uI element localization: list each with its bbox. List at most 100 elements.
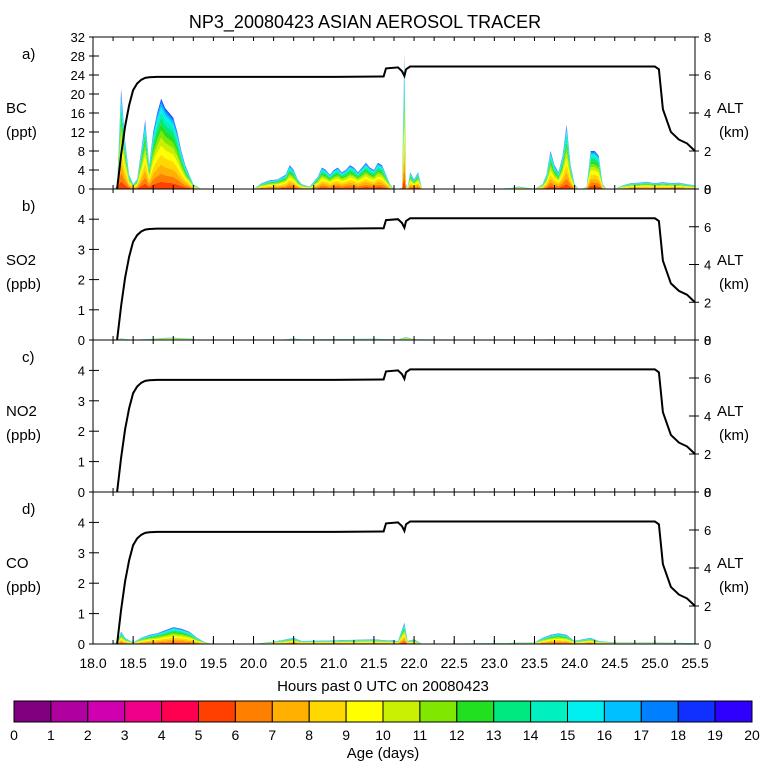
x-tick-label: 18.5 bbox=[120, 655, 147, 671]
colorbar-tick-label: 11 bbox=[413, 727, 428, 743]
y-tick-label: 32 bbox=[71, 30, 85, 45]
x-tick-label: 23.5 bbox=[521, 655, 548, 671]
alt-tick-label: 4 bbox=[704, 409, 711, 424]
y-tick-label: 8 bbox=[78, 144, 85, 159]
alt-tick-label: 6 bbox=[704, 220, 711, 235]
panels: 04812162024283202468a)BC(ppt)ALT(km)0123… bbox=[6, 30, 749, 671]
colorbar-tick-label: 13 bbox=[486, 727, 502, 743]
age-band-16 bbox=[109, 60, 696, 190]
alt-tick-label: 2 bbox=[704, 295, 711, 310]
x-tick-label: 21.0 bbox=[320, 655, 347, 671]
colorbar-tick-label: 5 bbox=[195, 727, 203, 743]
age-band-8 bbox=[109, 338, 696, 340]
alt-axis-label: ALT bbox=[717, 252, 743, 269]
colorbar-swatch bbox=[50, 700, 89, 723]
panel-frame bbox=[92, 188, 696, 341]
age-band-5 bbox=[109, 178, 696, 189]
colorbar-label: Age (days) bbox=[347, 745, 420, 762]
colorbar-swatch bbox=[493, 700, 532, 723]
y-tick-label: 0 bbox=[78, 485, 85, 500]
tracer-area bbox=[109, 53, 696, 190]
y-tick-label: 28 bbox=[71, 49, 85, 64]
colorbar-swatch bbox=[87, 700, 126, 723]
colorbar-swatch bbox=[382, 700, 421, 723]
alt-tick-label: 4 bbox=[704, 561, 711, 576]
x-tick-label: 25.5 bbox=[681, 655, 708, 671]
altitude-line bbox=[116, 65, 696, 190]
y-tick-label: 4 bbox=[78, 212, 85, 227]
y-tick-label: 4 bbox=[78, 363, 85, 378]
age-band-14 bbox=[109, 72, 696, 189]
alt-tick-label: 0 bbox=[704, 485, 711, 500]
panel-frame bbox=[92, 491, 696, 645]
panel-letter: b) bbox=[22, 198, 35, 215]
alt-axis-unit: (km) bbox=[719, 579, 749, 596]
x-tick-label: 23.0 bbox=[481, 655, 508, 671]
x-tick-label: 25.0 bbox=[641, 655, 668, 671]
alt-tick-label: 0 bbox=[704, 182, 711, 197]
age-band-13 bbox=[109, 80, 696, 189]
colorbar-swatch bbox=[567, 700, 605, 723]
y-tick-label: 0 bbox=[78, 637, 85, 652]
y-tick-label: 3 bbox=[78, 394, 85, 409]
age-band-7 bbox=[109, 152, 696, 189]
panel-d: 0 1 2 3 4 0 2 4 6 8 d) CO (ppb) ALT (km) bbox=[6, 485, 749, 652]
alt-tick-label: 0 bbox=[704, 333, 711, 348]
alt-tick-label: 2 bbox=[704, 447, 711, 462]
colorbar-tick-label: 7 bbox=[268, 727, 276, 743]
alt-axis-label: ALT bbox=[717, 403, 743, 420]
colorbar-tick-label: 0 bbox=[10, 727, 18, 743]
colorbar-tick-label: 14 bbox=[523, 727, 539, 743]
x-tick-label: 22.5 bbox=[441, 655, 468, 671]
age-band-7 bbox=[109, 638, 696, 644]
colorbar-swatch bbox=[345, 700, 384, 723]
colorbar-swatch bbox=[13, 700, 52, 723]
age-band-15 bbox=[109, 65, 696, 189]
x-tick-label: 24.5 bbox=[601, 655, 628, 671]
colorbar-tick-label: 12 bbox=[449, 727, 465, 743]
colorbar-tick-label: 4 bbox=[158, 727, 166, 743]
x-tick-label: 24.0 bbox=[561, 655, 588, 671]
alt-axis-unit: (km) bbox=[719, 427, 749, 444]
age-band-6 bbox=[109, 640, 696, 644]
y-tick-label: 1 bbox=[78, 303, 85, 318]
y-tick-label: 24 bbox=[71, 68, 85, 83]
colorbar-tick-label: 3 bbox=[121, 727, 129, 743]
y-axis-label: SO2 bbox=[6, 252, 36, 269]
colorbar-tick-label: 20 bbox=[744, 727, 760, 743]
y-axis-unit: (ppb) bbox=[6, 276, 41, 293]
x-axis-label: Hours past 0 UTC on 20080423 bbox=[277, 678, 489, 695]
colorbar-swatch bbox=[124, 700, 163, 723]
y-tick-label: 1 bbox=[78, 455, 85, 470]
y-tick-label: 1 bbox=[78, 607, 85, 622]
x-tick-label: 20.5 bbox=[280, 655, 307, 671]
colorbar-swatch bbox=[271, 700, 310, 723]
alt-tick-label: 8 bbox=[704, 485, 711, 500]
altitude-line bbox=[116, 520, 696, 645]
y-axis-label: NO2 bbox=[6, 403, 37, 420]
colorbar-swatch bbox=[234, 700, 273, 723]
colorbar-tick-label: 18 bbox=[670, 727, 686, 743]
panel-letter: d) bbox=[22, 501, 35, 518]
age-band-9 bbox=[109, 338, 696, 340]
alt-tick-label: 4 bbox=[704, 258, 711, 273]
y-axis-label: CO bbox=[6, 555, 29, 572]
alt-tick-label: 6 bbox=[704, 371, 711, 386]
y-tick-label: 4 bbox=[78, 163, 85, 178]
colorbar-swatch bbox=[456, 700, 495, 723]
x-axis: 18.0 18.5 19.0 19.5 20.0 20.5 21.0 21.5 22.0 22.5… bbox=[79, 636, 709, 671]
colorbar-tick-label: 16 bbox=[597, 727, 613, 743]
y-tick-label: 4 bbox=[78, 515, 85, 530]
colorbar-tick-label: 9 bbox=[342, 727, 350, 743]
x-tick-label: 22.0 bbox=[400, 655, 427, 671]
y-tick-label: 2 bbox=[78, 576, 85, 591]
x-tick-label: 19.5 bbox=[200, 655, 227, 671]
age-band-10 bbox=[109, 111, 696, 189]
y-tick-label: 3 bbox=[78, 242, 85, 257]
colorbar-tick-label: 15 bbox=[560, 727, 576, 743]
alt-axis-label: ALT bbox=[717, 100, 743, 117]
alt-axis-unit: (km) bbox=[719, 276, 749, 293]
x-tick-label: 19.0 bbox=[160, 655, 187, 671]
